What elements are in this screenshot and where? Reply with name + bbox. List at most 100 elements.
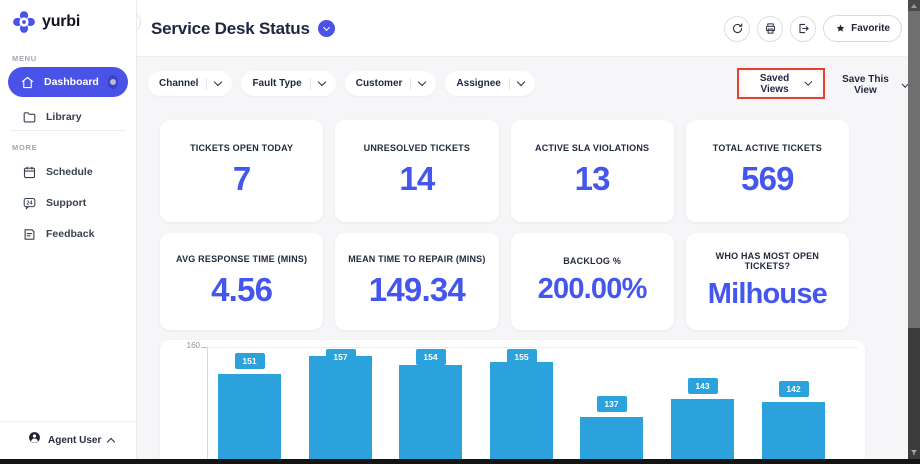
filter-pills: Channel Fault Type Customer Assignee [148, 71, 535, 96]
header-actions: Favorite [724, 0, 902, 57]
sidebar-item-dashboard[interactable]: Dashboard [8, 67, 128, 97]
dashboard-content: Channel Fault Type Customer Assignee Sav… [137, 57, 908, 459]
chart-bar[interactable] [309, 356, 372, 459]
save-this-view-button[interactable]: Save This View [836, 74, 908, 96]
kpi-label: ACTIVE SLA VIOLATIONS [535, 143, 650, 153]
save-this-view-label: Save This View [842, 74, 889, 96]
vertical-scrollbar[interactable] [908, 0, 920, 459]
scroll-up-arrow[interactable] [908, 0, 920, 11]
kpi-value: 569 [741, 160, 794, 197]
chart-bar[interactable] [671, 399, 734, 459]
y-axis-tick [201, 347, 207, 348]
kpi-card-who-has-most-open-tickets: WHO HAS MOST OPEN TICKETS? Milhouse [685, 233, 849, 330]
bar-value-label: 157 [325, 349, 356, 365]
bar-value-label: 143 [687, 378, 718, 394]
favorite-label: Favorite [851, 23, 890, 34]
kpi-label: MEAN TIME TO REPAIR (MINS) [348, 253, 486, 264]
chevron-down-icon [322, 23, 330, 32]
kpi-value: 14 [399, 160, 435, 197]
filter-assignee-dropdown[interactable]: Assignee [445, 71, 535, 96]
export-icon [799, 23, 809, 34]
chart-bar[interactable] [218, 374, 281, 459]
kpi-label: TOTAL ACTIVE TICKETS [712, 143, 822, 153]
home-icon [20, 75, 35, 90]
refresh-icon [732, 23, 742, 34]
kpi-card-tickets-open-today: TICKETS OPEN TODAY 7 [160, 120, 324, 222]
user-menu[interactable]: Agent User [0, 421, 136, 449]
feedback-icon [22, 227, 37, 242]
yurbi-logo-icon [12, 10, 36, 34]
kpi-value: 13 [574, 160, 611, 197]
refresh-button[interactable] [724, 15, 751, 42]
bar-value-label: 155 [506, 349, 537, 365]
chart-bar[interactable] [762, 402, 825, 459]
svg-text:24: 24 [27, 200, 33, 206]
kpi-card-backlog: BACKLOG % 200.00% [510, 233, 674, 330]
kpi-grid: TICKETS OPEN TODAY 7 UNRESOLVED TICKETS … [160, 120, 849, 330]
page-title: Service Desk Status [151, 18, 310, 38]
chevron-down-icon [214, 77, 223, 87]
person-icon [28, 431, 41, 449]
filter-bar: Channel Fault Type Customer Assignee Sav… [148, 68, 908, 101]
saved-views-label: Saved Views [759, 72, 790, 95]
user-name: Agent User [48, 434, 102, 446]
bottom-edge-strip [0, 459, 920, 464]
kpi-label: UNRESOLVED TICKETS [363, 143, 471, 153]
sidebar-item-schedule[interactable]: Schedule [8, 158, 128, 186]
kpi-label: WHO HAS MOST OPEN TICKETS? [715, 250, 820, 271]
title-dropdown-button[interactable] [317, 20, 335, 37]
chevron-down-icon [317, 77, 326, 87]
print-button[interactable] [757, 15, 784, 42]
favorite-button[interactable]: Favorite [823, 15, 902, 42]
printer-icon [765, 23, 775, 34]
filter-fault-type-dropdown[interactable]: Fault Type [241, 71, 336, 96]
chart-bar[interactable] [490, 362, 553, 459]
kpi-card-mean-time-to-repair-mins: MEAN TIME TO REPAIR (MINS) 149.34 [335, 233, 499, 330]
sidebar: yurbi MENU Dashboard Library MORE Schedu… [0, 0, 137, 459]
kpi-card-avg-response-time-mins: AVG RESPONSE TIME (MINS) 4.56 [160, 233, 324, 330]
y-axis-tick-label: 160 [186, 341, 200, 350]
sidebar-divider [10, 130, 126, 131]
kpi-card-active-sla-violations: ACTIVE SLA VIOLATIONS 13 [510, 120, 674, 222]
filter-channel-dropdown[interactable]: Channel [148, 71, 233, 96]
annotation-highlight-box: Saved Views [737, 68, 825, 99]
chart-bar[interactable] [399, 365, 462, 459]
kpi-value: 149.34 [368, 270, 466, 308]
brand-name: yurbi [42, 13, 81, 30]
menu-nav: Dashboard Library [8, 67, 128, 134]
star-icon [836, 24, 845, 32]
brand-logo: yurbi [12, 10, 80, 34]
kpi-label: TICKETS OPEN TODAY [190, 143, 294, 153]
y-axis-line [207, 347, 208, 459]
kpi-label: BACKLOG % [563, 255, 622, 266]
calendar-icon [22, 165, 37, 180]
export-button[interactable] [790, 15, 817, 42]
folder-icon [22, 110, 37, 125]
sidebar-item-feedback[interactable]: Feedback [8, 220, 128, 248]
more-section-label: MORE [12, 143, 38, 152]
sidebar-item-library[interactable]: Library [8, 103, 128, 131]
chart-bar[interactable] [580, 417, 643, 459]
sidebar-item-support[interactable]: 24 Support [8, 189, 128, 217]
tickets-bar-chart: 160 151 157 154 155 137 143 142 [160, 340, 865, 459]
kpi-value: Milhouse [707, 277, 828, 310]
active-indicator-dot [107, 75, 118, 89]
bar-value-label: 142 [778, 381, 809, 397]
chevron-down-icon [804, 78, 813, 86]
menu-section-label: MENU [12, 54, 37, 63]
kpi-card-unresolved-tickets: UNRESOLVED TICKETS 14 [335, 120, 499, 222]
kpi-label: AVG RESPONSE TIME (MINS) [176, 253, 308, 264]
kpi-value: 7 [232, 160, 251, 197]
chevron-up-icon [107, 437, 116, 446]
filter-customer-dropdown[interactable]: Customer [344, 71, 437, 96]
saved-views-dropdown[interactable]: Saved Views [739, 71, 823, 96]
chevron-down-icon [418, 77, 427, 87]
title-area: Service Desk Status [151, 0, 335, 57]
header: Service Desk Status Favorite [123, 0, 908, 57]
bar-value-label: 137 [596, 396, 627, 412]
gridline-160 [207, 347, 857, 348]
kpi-value: 4.56 [211, 270, 273, 308]
scrollbar-thumb[interactable] [908, 11, 920, 328]
more-nav: Schedule 24 Support Feedback [8, 158, 128, 251]
scrollbar-bottom-icon [911, 450, 917, 455]
